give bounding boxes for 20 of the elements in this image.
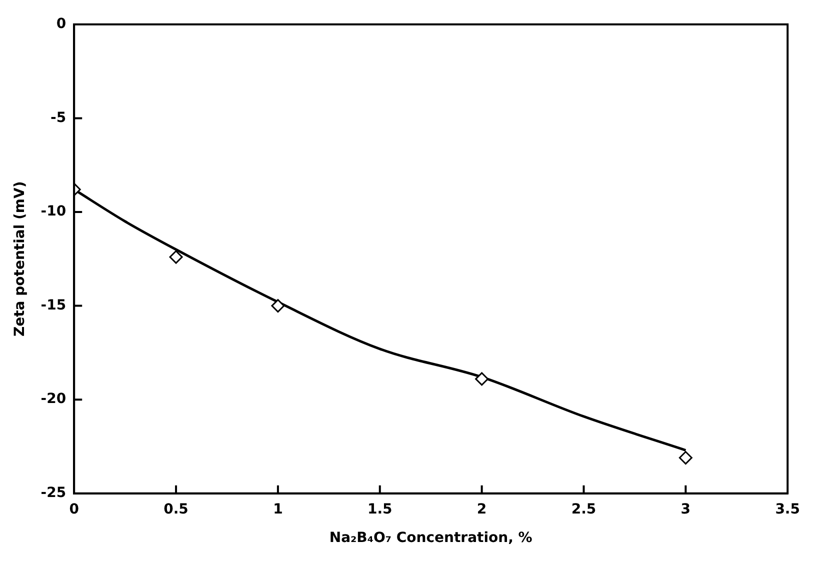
x-tick-label: 0.5 <box>164 501 188 518</box>
y-tick-label: -5 <box>50 110 66 126</box>
x-axis-title: Na₂B₄O₇ Concentration, % <box>329 530 532 546</box>
y-tick-label: 0 <box>56 16 66 32</box>
point <box>271 299 285 313</box>
x-tick-label: 2.5 <box>571 501 596 518</box>
x-tick-label: 2 <box>476 501 487 518</box>
y-tick-label: -15 <box>40 297 66 314</box>
x-tick-label: 3.5 <box>775 501 800 518</box>
x-tick-label: 1 <box>273 501 283 518</box>
point <box>678 451 692 465</box>
point <box>169 250 183 264</box>
y-tick-label: -25 <box>40 485 66 502</box>
x-tick-label: 0 <box>69 501 80 518</box>
y-tick-label: -10 <box>40 204 66 220</box>
x-tick-label: 1.5 <box>367 501 392 518</box>
point <box>475 372 489 386</box>
y-tick-label: -20 <box>40 391 66 408</box>
x-tick-label: 3 <box>680 501 691 518</box>
y-axis-title: Zeta potential (mV) <box>12 181 28 337</box>
